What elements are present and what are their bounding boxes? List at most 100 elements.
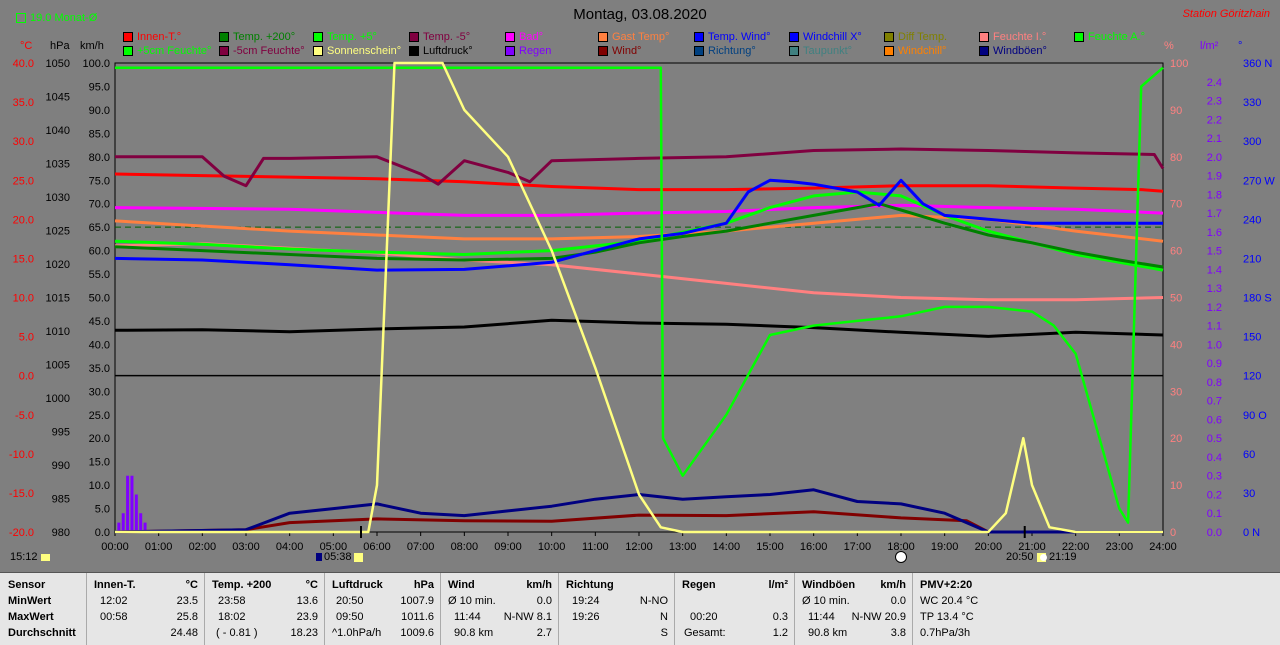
legend-label: Regen xyxy=(519,45,552,57)
legend-swatch xyxy=(123,46,133,56)
pressure-tick-label: 1040 xyxy=(46,125,70,137)
x-tick-label: 02:00 xyxy=(189,541,217,553)
sunrise-icon xyxy=(316,553,322,561)
legend-item[interactable]: Regen xyxy=(505,45,551,57)
regen-total-value: 1.2 xyxy=(772,627,788,639)
pressure-tick-label: 1000 xyxy=(46,393,70,405)
luftdruck-trend: ^1.0hPa/h xyxy=(332,627,382,639)
series-line xyxy=(114,318,1164,338)
legend-item[interactable]: -5cm Feuchte° xyxy=(219,45,305,57)
rain-bar xyxy=(121,513,125,532)
pmv-dewpoint: TP 13.4 °C xyxy=(920,611,974,623)
temp-tick-label: 25.0 xyxy=(13,175,34,187)
temp-tick-label: 5.0 xyxy=(19,332,34,344)
legend-swatch xyxy=(789,46,799,56)
rain-bar xyxy=(130,475,134,532)
series-line xyxy=(114,178,1163,272)
legend-item[interactable]: Temp. Wind° xyxy=(694,31,770,43)
temp200-difference: ( - 0.81 ) xyxy=(216,627,258,639)
legend-label: Feuchte I.° xyxy=(993,31,1047,43)
legend-swatch xyxy=(219,46,229,56)
legend-swatch xyxy=(789,32,799,42)
legend-item[interactable]: Windchill° xyxy=(884,45,946,57)
legend-item[interactable]: Feuchte A.° xyxy=(1074,31,1145,43)
temp200-average: 18.23 xyxy=(290,627,318,639)
legend-item[interactable]: Luftdruck° xyxy=(409,45,473,57)
legend-swatch xyxy=(123,32,133,42)
direction-tick-label: 150 xyxy=(1243,332,1261,344)
row-label-min: MinWert xyxy=(8,595,52,607)
legend-swatch xyxy=(409,32,419,42)
temp-tick-label: -5.0 xyxy=(15,410,34,422)
monthly-average-indicator: 19.0 Monat-Ø xyxy=(16,12,97,24)
x-tick-label: 07:00 xyxy=(407,541,435,553)
direction-tick-label: 180 S xyxy=(1243,293,1272,305)
temp-tick-label: -10.0 xyxy=(9,449,34,461)
rain-tick-label: 1.3 xyxy=(1207,283,1222,295)
pmv-windchill: WC 20.4 °C xyxy=(920,595,979,607)
series-line xyxy=(114,203,1164,217)
speed-tick-label: 100.0 xyxy=(82,58,110,70)
innen-max-time: 00:58 xyxy=(100,611,128,623)
legend-item[interactable]: Innen-T.° xyxy=(123,31,181,43)
innen-min-value: 23.5 xyxy=(176,595,198,607)
x-tick-label: 24:00 xyxy=(1149,541,1177,553)
humidity-tick-label: 60 xyxy=(1170,246,1182,258)
rain-tick-label: 0.9 xyxy=(1207,358,1222,370)
legend-item[interactable]: Temp. -5° xyxy=(409,31,470,43)
x-tick-label: 18:00 xyxy=(887,541,915,553)
temp-axis-unit: °C xyxy=(20,40,33,52)
legend-label: Bad° xyxy=(519,31,543,43)
legend-item[interactable]: Windchill X° xyxy=(789,31,862,43)
windboen-max-time: 11:44 xyxy=(808,611,835,623)
legend-item[interactable]: Feuchte I.° xyxy=(979,31,1046,43)
legend-item[interactable]: Sonnenschein° xyxy=(313,45,401,57)
x-tick-label: 22:00 xyxy=(1062,541,1090,553)
series-line xyxy=(114,202,1164,269)
windboen-avg10-value: 0.0 xyxy=(890,595,906,607)
series-line xyxy=(114,488,1163,534)
temp-tick-label: 20.0 xyxy=(13,214,34,226)
legend-item[interactable]: Taupunkt° xyxy=(789,45,852,57)
chart-title: Montag, 03.08.2020 xyxy=(573,6,707,23)
rain-tick-label: 2.4 xyxy=(1207,77,1222,89)
sunrise-label: 05:38 xyxy=(324,551,352,563)
legend-swatch xyxy=(505,32,515,42)
legend-label: Luftdruck° xyxy=(423,45,473,57)
direction-tick-label: 210 xyxy=(1243,253,1261,265)
legend-swatch xyxy=(1074,32,1084,42)
speed-tick-label: 30.0 xyxy=(89,386,110,398)
legend-label: Temp. +200° xyxy=(233,31,296,43)
stats-luftdruck: Luftdruck hPa 20:50 1007.9 09:50 1011.6 … xyxy=(324,573,441,645)
legend-label: Temp. Wind° xyxy=(708,31,771,43)
legend-item[interactable]: Gast Temp° xyxy=(598,31,669,43)
legend-label: Innen-T.° xyxy=(137,31,182,43)
moon-icon xyxy=(1040,553,1047,561)
legend-label: Gast Temp° xyxy=(612,31,670,43)
stats-wind: Wind km/h Ø 10 min. 0.0 11:44 N-NW 8.1 9… xyxy=(440,573,559,645)
row-label-sensor: Sensor xyxy=(8,579,46,591)
luftdruck-max-time: 09:50 xyxy=(336,611,364,623)
legend-label: Taupunkt° xyxy=(803,45,853,57)
rain-tick-label: 0.3 xyxy=(1207,471,1222,483)
legend-label: Windböen° xyxy=(993,45,1047,57)
legend-item[interactable]: +5cm Feuchte° xyxy=(123,45,211,57)
temp-tick-label: 0.0 xyxy=(19,371,34,383)
direction-tick-label: 300 xyxy=(1243,136,1261,148)
legend-item[interactable]: Temp. +200° xyxy=(219,31,295,43)
pressure-tick-label: 1045 xyxy=(46,92,70,104)
rain-axis-unit: l/m² xyxy=(1200,40,1219,52)
legend-item[interactable]: Temp. +5° xyxy=(313,31,377,43)
legend-item[interactable]: Richtung° xyxy=(694,45,756,57)
rain-tick-label: 1.2 xyxy=(1207,302,1222,314)
legend-swatch xyxy=(694,46,704,56)
windboen-distance: 90.8 km xyxy=(808,627,848,639)
legend-item[interactable]: Wind° xyxy=(598,45,641,57)
rain-tick-label: 2.3 xyxy=(1207,96,1222,108)
legend-item[interactable]: Bad° xyxy=(505,31,543,43)
legend-item[interactable]: Windböen° xyxy=(979,45,1047,57)
legend-item[interactable]: Diff Temp. xyxy=(884,31,947,43)
regen-unit: l/m² xyxy=(768,579,788,591)
moon-icon xyxy=(895,551,907,563)
direction-tick-label: 240 xyxy=(1243,214,1261,226)
